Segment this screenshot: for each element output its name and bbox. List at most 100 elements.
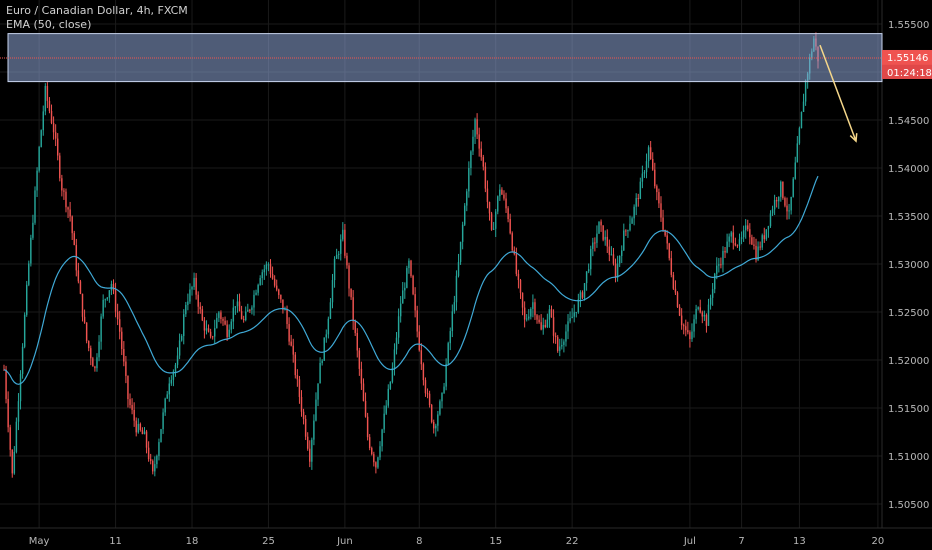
candle [40,130,42,148]
candle [490,213,493,230]
projection-arrow[interactable] [819,44,857,142]
candle [713,273,716,290]
candle [660,203,662,218]
candle [658,192,660,204]
candle [755,245,757,260]
candle [309,448,311,462]
candle [796,143,799,163]
candle [492,228,495,230]
candle [474,119,476,137]
candle [435,425,437,429]
candle [486,188,489,202]
candle [612,254,615,264]
candle [205,328,208,331]
x-tick-label: 8 [416,536,422,547]
candle [251,307,253,311]
candle [327,318,330,335]
candle [346,255,348,266]
candle [749,229,751,238]
candle [466,191,468,206]
candle [519,279,522,293]
candle [412,275,414,295]
y-tick-label: 1.54000 [888,164,929,175]
candle [313,420,315,440]
candle [317,383,319,400]
candle [73,233,75,246]
candle [112,283,115,291]
candle [106,297,109,300]
candle [59,155,61,179]
candle [257,284,259,293]
candle [137,423,140,433]
candle [38,147,40,171]
candle [544,324,547,328]
candle [581,292,584,298]
candle [567,321,569,332]
candle [583,283,586,298]
candle [730,232,732,237]
candle [556,337,559,351]
candle [408,260,410,269]
candle [443,386,445,393]
candle [616,263,619,278]
candle [532,302,534,309]
candle [81,293,84,317]
candle [716,265,718,274]
candle [135,420,137,433]
candle [83,316,86,323]
candle [65,191,67,208]
candle [366,416,369,438]
candle [654,169,656,187]
candle [678,306,681,316]
candle [331,280,334,303]
candle [771,209,774,214]
candle [459,241,462,262]
candle [441,392,443,402]
candle [763,235,766,240]
candle [242,318,245,321]
candle [344,229,346,256]
candle [709,297,712,305]
candle [15,421,18,452]
candle [273,278,276,286]
candle [114,290,117,312]
candle [680,315,683,326]
candle [145,431,148,448]
candle [211,336,214,338]
candle [381,429,383,447]
candle [794,162,796,179]
candle [44,85,47,112]
candle [711,289,714,298]
candle [360,368,363,384]
candle [127,375,129,400]
candle [598,221,600,234]
candle [238,301,241,312]
candle [759,246,761,248]
candle [790,196,792,211]
candle [265,264,268,270]
chart-title: Euro / Canadian Dollar, 4h, FXCM [6,4,188,17]
candle [253,294,255,308]
candle [139,423,142,430]
candle [166,394,168,399]
candle [315,399,317,421]
candle [391,368,394,382]
candle [183,314,185,336]
candle [676,292,679,307]
candle [92,358,94,367]
candle [383,413,385,430]
last-price-badge [882,49,932,65]
x-tick-label: 20 [872,536,885,547]
candle [193,277,195,288]
candle [385,405,387,414]
candle [424,380,427,394]
candle [399,303,402,317]
candle [625,230,627,232]
candle [26,284,28,315]
candle [249,309,251,311]
candle [98,341,100,358]
candle [501,189,503,195]
candle [32,222,34,238]
candle [191,287,193,290]
